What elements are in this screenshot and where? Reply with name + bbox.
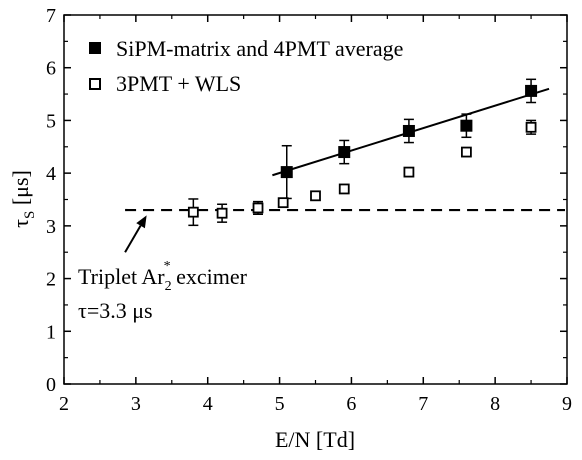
data-point-series-1	[525, 84, 538, 97]
data-point-series-2	[403, 166, 415, 178]
x-axis-ticks: 2 3 4 5 6 7 8 9	[59, 15, 572, 415]
legend-marker-filled-square	[89, 42, 101, 54]
data-point-series-2	[277, 197, 289, 209]
x-tick-label: 8	[490, 393, 500, 415]
legend-label-series-1: SiPM-matrix and 4PMT average	[116, 36, 403, 61]
y-axis-ticks: 0 1 2 3 4 5 6 7	[46, 5, 567, 396]
y-axis-label: τS [μs]	[8, 170, 38, 228]
x-tick-label: 5	[275, 393, 285, 415]
annotation-arrow	[124, 225, 142, 253]
annotation-line-2: τ=3.3 μs	[78, 298, 153, 323]
x-tick-label: 3	[131, 393, 141, 415]
legend-label-series-2: 3PMT + WLS	[116, 71, 241, 96]
data-point-series-2	[460, 146, 472, 158]
legend-marker-open-square	[89, 78, 101, 90]
data-points-layer	[187, 78, 538, 227]
y-tick-label: 1	[46, 321, 56, 343]
y-tick-label: 7	[46, 5, 56, 27]
annotation-suffix: excimer	[171, 264, 248, 289]
data-point-series-1	[460, 119, 473, 132]
y-tick-label: 3	[46, 216, 56, 238]
data-point-series-1	[338, 146, 351, 159]
y-axis-label-subscript: S	[22, 211, 38, 219]
x-tick-label: 2	[59, 393, 69, 415]
x-tick-label: 9	[562, 393, 572, 415]
data-point-series-2	[216, 207, 228, 219]
y-tick-label: 0	[46, 374, 56, 396]
data-point-series-2	[338, 183, 350, 195]
y-axis-label-symbol: τ	[8, 219, 33, 228]
y-tick-label: 6	[46, 58, 56, 80]
legend: SiPM-matrix and 4PMT average 3PMT + WLS	[89, 36, 403, 96]
data-point-series-2	[525, 121, 537, 133]
annotation-line-1: Triplet Ar2 * excimer	[78, 259, 248, 294]
y-tick-label: 4	[46, 163, 56, 185]
data-point-series-1	[280, 166, 293, 179]
x-axis-label: E/N [Td]	[275, 427, 355, 452]
x-tick-label: 4	[203, 393, 213, 415]
y-tick-label: 2	[46, 269, 56, 291]
annotation-prefix: Triplet Ar	[78, 264, 165, 289]
x-tick-label: 7	[418, 393, 428, 415]
annotation: Triplet Ar2 * excimer τ=3.3 μs	[78, 215, 248, 323]
data-point-series-2	[310, 190, 321, 202]
data-point-series-2	[187, 206, 199, 218]
annotation-subscript: 2	[165, 279, 172, 294]
data-point-series-1	[402, 124, 415, 137]
y-tick-label: 5	[46, 110, 56, 132]
annotation-superscript: *	[164, 259, 171, 274]
y-axis-label-unit: [μs]	[8, 170, 33, 211]
data-point-series-2	[252, 202, 264, 214]
annotation-arrowhead	[136, 215, 147, 229]
x-tick-label: 6	[346, 393, 356, 415]
